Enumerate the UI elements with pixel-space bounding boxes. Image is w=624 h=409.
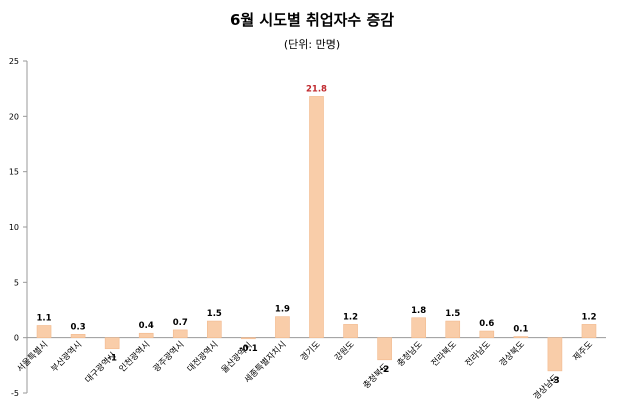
bar [377,337,392,361]
y-tick-label: 20 [9,112,19,121]
data-label: 1.5 [207,309,222,319]
data-label: 0.6 [479,319,494,329]
bar [104,337,120,350]
data-label: -0.1 [239,344,258,354]
category-label: 광주광역시 [151,339,186,374]
category-label: 충청남도 [396,340,425,369]
category-label: 강원도 [332,339,356,363]
data-label: -3 [550,376,560,386]
bar [275,316,290,338]
bar [479,330,495,338]
bar [445,320,461,338]
y-tick-label: 25 [9,57,19,66]
data-label: 0.7 [173,318,188,328]
bar [411,317,426,338]
bar [309,96,324,338]
data-label: 0.3 [71,322,86,332]
data-label: -2 [380,365,390,375]
data-label: 1.1 [36,313,51,323]
bar [172,329,188,338]
category-label: 경상남도 [531,372,561,402]
bar [547,337,563,372]
data-label: 1.2 [581,312,596,322]
bar [581,324,597,338]
bar [70,334,86,338]
bar [343,324,358,338]
category-label: 대전광역시 [185,339,220,374]
category-label: 전라남도 [463,339,493,369]
y-tick-label: -5 [11,389,19,398]
chart-title: 6월 시도별 취업자수 증감 [229,11,395,29]
data-label: 0.1 [513,325,528,335]
category-label: 울산광역시 [219,340,254,375]
bar [138,332,154,338]
data-label: 21.8 [306,84,327,94]
data-label: 1.5 [445,309,460,319]
category-label: 인천광역시 [117,339,152,374]
bar [207,320,222,338]
data-label: 1.9 [275,305,290,315]
bar [241,337,256,340]
category-label: 경기도 [298,339,322,363]
y-tick-label: 15 [9,168,19,177]
category-label: 경상북도 [497,339,527,369]
category-label: 부산광역시 [49,339,84,374]
y-tick-label: 5 [14,278,19,287]
data-label: 1.8 [411,306,426,316]
data-label: 0.4 [139,321,154,331]
category-label: 대구광역시 [83,350,118,385]
y-tick-label: 0 [14,334,19,343]
data-label: -1 [107,354,117,364]
category-label: 전라북도 [429,339,459,369]
bar [513,336,529,338]
category-label: 서울특별시 [15,339,50,374]
category-label: 충청북도 [362,362,391,391]
y-tick-label: 10 [9,223,19,232]
category-label: 제주도 [571,340,595,364]
bar [36,325,52,338]
chart-subtitle: (단위: 만명) [283,38,341,51]
data-label: 1.2 [343,312,358,322]
